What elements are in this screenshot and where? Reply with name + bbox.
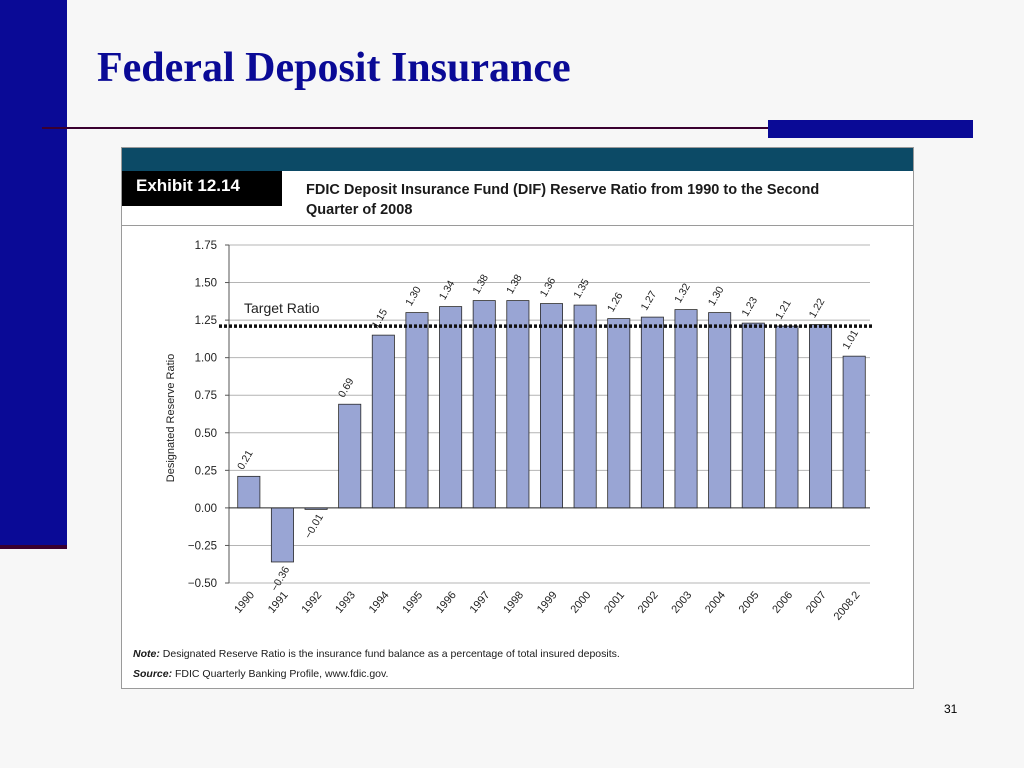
value-label: 1.38: [504, 272, 525, 296]
y-tick-label: 1.50: [195, 278, 217, 290]
page-number: 31: [944, 702, 958, 716]
title-accent-block: [768, 120, 973, 138]
value-label: 1.21: [773, 298, 794, 322]
x-tick-label: 2004: [703, 589, 728, 615]
x-tick-label: 2006: [770, 589, 795, 615]
value-label: −0.01: [302, 512, 326, 541]
source-text: FDIC Quarterly Banking Profile, www.fdic…: [175, 668, 389, 680]
x-tick-label: 2005: [737, 589, 762, 615]
value-label: 1.01: [840, 328, 861, 352]
x-tick-label: 1990: [232, 589, 257, 615]
reserve-ratio-chart: −0.50 −0.25 0.00 0.25 0.50 0.75 1.00 1.25 1.50 1.…: [165, 240, 873, 623]
x-tick-label: 1992: [299, 589, 324, 615]
x-tick-label: 2002: [636, 589, 661, 615]
chart-note: Note: Designated Reserve Ratio is the in…: [133, 648, 620, 660]
x-tick-label: 2007: [804, 589, 829, 615]
note-text: Designated Reserve Ratio is the insuranc…: [162, 648, 620, 660]
value-label: 0.21: [235, 448, 256, 472]
exhibit-number: Exhibit 12.14: [122, 171, 282, 206]
note-label: Note:: [133, 648, 160, 660]
left-accent-bar-edge: [0, 545, 67, 549]
bar-1994: [371, 334, 395, 509]
exhibit-top-bar: [122, 148, 913, 171]
x-tick-label: 1996: [434, 589, 459, 615]
value-label: 1.34: [437, 278, 458, 302]
target-ratio-label: Target Ratio: [244, 300, 320, 316]
value-label: 1.22: [807, 296, 828, 320]
exhibit-heading: FDIC Deposit Insurance Fund (DIF) Reserv…: [306, 180, 906, 220]
x-tick-label: 2003: [669, 589, 694, 615]
value-label: 1.27: [639, 289, 660, 313]
y-axis-label: Designated Reserve Ratio: [165, 354, 177, 482]
bar-2001: [607, 318, 631, 509]
x-tick-label: 1997: [468, 589, 493, 615]
x-tick-label: 1995: [400, 589, 425, 615]
value-label: 1.23: [739, 295, 760, 319]
y-tick-label: 0.50: [195, 428, 217, 440]
value-label: 1.35: [571, 277, 592, 301]
y-tick-label: 0.00: [195, 503, 217, 515]
x-tick-label: 2000: [568, 589, 593, 615]
exhibit-panel: Exhibit 12.14 FDIC Deposit Insurance Fun…: [121, 147, 914, 689]
x-tick-label: 1994: [367, 589, 392, 615]
value-label: 1.38: [470, 272, 491, 296]
y-tick-label: −0.25: [188, 540, 217, 552]
value-label: 1.32: [672, 281, 693, 305]
y-tick-label: 0.75: [195, 390, 217, 402]
bar-2006: [775, 325, 799, 509]
bar-2004: [708, 312, 732, 509]
bar-2000: [573, 304, 597, 509]
y-tick-label: 1.25: [195, 315, 217, 327]
bar-2008.2: [842, 355, 866, 509]
y-tick-label: 1.75: [195, 240, 217, 252]
bar-1999: [540, 303, 563, 509]
exhibit-heading-line2: Quarter of 2008: [306, 202, 413, 218]
x-tick-label: 1998: [501, 589, 526, 615]
left-accent-bar: [0, 0, 67, 545]
source-label: Source:: [133, 668, 173, 680]
bar-2002: [640, 316, 664, 509]
bar-1990: [237, 475, 261, 509]
x-tick-label: 1991: [266, 589, 291, 615]
bar-2003: [674, 309, 698, 509]
value-label: 1.30: [403, 284, 424, 308]
bar-2005: [741, 322, 765, 509]
value-label: 1.26: [605, 290, 626, 314]
value-label: 0.69: [336, 376, 357, 400]
slide-title: Federal Deposit Insurance: [97, 45, 571, 91]
y-tick-label: −0.50: [188, 578, 217, 590]
bar-1996: [439, 306, 463, 509]
bar-1997: [472, 300, 496, 509]
bar-1991: [270, 507, 294, 563]
exhibit-divider: [122, 225, 913, 226]
bar-2007: [809, 324, 833, 509]
x-tick-label: 2001: [602, 589, 627, 615]
value-label: 1.36: [538, 275, 559, 299]
y-tick-label: 0.25: [195, 465, 217, 477]
bar-1995: [405, 312, 429, 509]
x-tick-label: 2008.2: [832, 589, 863, 622]
y-tick-label: 1.00: [195, 353, 217, 365]
chart-source: Source: FDIC Quarterly Banking Profile, …: [133, 668, 388, 680]
exhibit-heading-line1: FDIC Deposit Insurance Fund (DIF) Reserv…: [306, 182, 820, 198]
bar-1993: [338, 403, 362, 509]
x-tick-label: 1993: [333, 589, 358, 615]
title-divider: [42, 127, 770, 129]
x-tick-label: 1999: [535, 589, 560, 615]
bar-1998: [506, 300, 530, 509]
value-label: 1.30: [706, 284, 727, 308]
